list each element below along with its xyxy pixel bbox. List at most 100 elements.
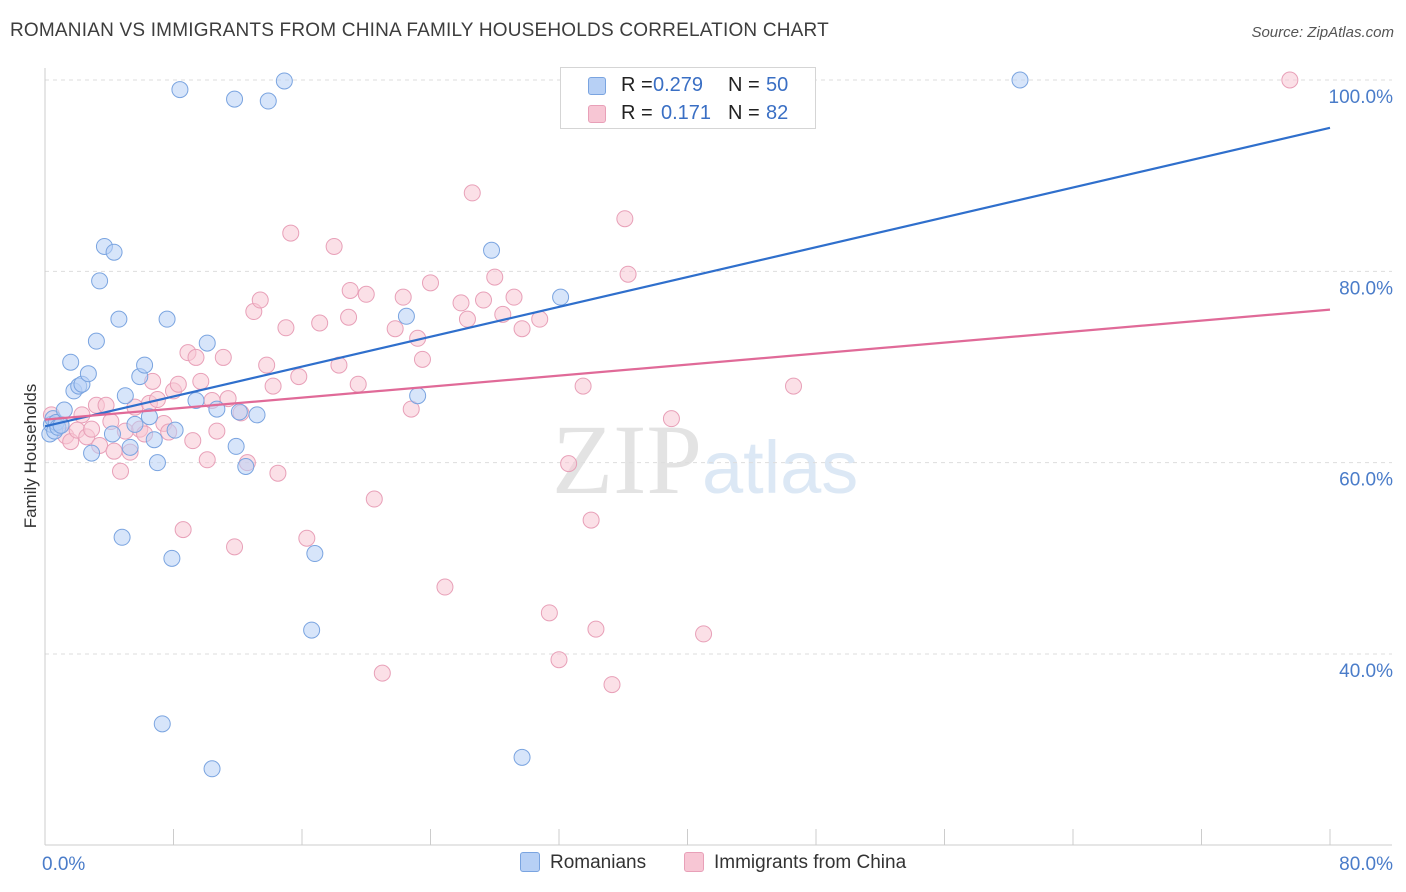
point-china xyxy=(475,291,493,309)
point-china xyxy=(357,285,375,303)
chart-title: ROMANIAN VS IMMIGRANTS FROM CHINA FAMILY… xyxy=(10,20,829,41)
point-romanians xyxy=(552,288,570,306)
point-romanians xyxy=(227,437,245,455)
point-china xyxy=(208,422,226,440)
point-china xyxy=(105,442,123,460)
legend-r-value: 0.171 xyxy=(661,102,712,124)
point-romanians xyxy=(1011,71,1029,89)
point-romanians xyxy=(140,408,158,426)
point-china xyxy=(550,651,568,669)
point-romanians xyxy=(79,365,97,383)
legend-swatch-blue xyxy=(520,852,540,872)
legend-row-romanians: R = 0.279 N = 50 xyxy=(561,73,815,101)
point-romanians xyxy=(248,406,266,424)
point-romanians xyxy=(166,421,184,439)
point-china xyxy=(452,294,470,312)
trend-line-china xyxy=(44,308,1331,421)
legend-n-label: N = xyxy=(728,102,760,124)
point-china xyxy=(298,529,316,547)
point-china xyxy=(214,348,232,366)
trend-lines xyxy=(44,126,1331,428)
point-china xyxy=(662,410,680,428)
point-china xyxy=(325,237,343,255)
point-china xyxy=(540,604,558,622)
legend-swatch-blue xyxy=(588,77,606,95)
point-china xyxy=(587,620,605,638)
point-romanians xyxy=(237,457,255,475)
point-romanians xyxy=(483,241,501,259)
point-romanians xyxy=(513,748,531,766)
point-romanians xyxy=(113,528,131,546)
point-china xyxy=(458,310,476,328)
point-china xyxy=(198,451,216,469)
legend-r-value: 0.279 xyxy=(653,74,704,96)
point-china xyxy=(422,274,439,292)
point-romanians xyxy=(136,356,154,374)
point-china xyxy=(513,320,531,338)
point-romanians xyxy=(103,425,121,443)
point-romanians xyxy=(409,387,427,405)
y-tick-label: 40.0% xyxy=(1339,661,1393,682)
point-china xyxy=(413,350,431,368)
point-china xyxy=(251,291,269,309)
point-romanians xyxy=(110,310,128,328)
point-romanians xyxy=(105,243,123,261)
point-china xyxy=(394,288,412,306)
point-romanians xyxy=(158,310,176,328)
point-china xyxy=(486,268,504,286)
legend-n-value: 82 xyxy=(766,102,789,124)
point-china xyxy=(311,314,329,332)
point-china xyxy=(1281,71,1299,89)
legend-swatch-pink xyxy=(684,852,704,872)
point-china xyxy=(386,320,404,338)
point-china xyxy=(616,210,634,228)
point-china xyxy=(463,184,481,202)
legend-swatch-pink xyxy=(588,105,606,123)
point-china xyxy=(192,372,210,390)
y-tick-label: 60.0% xyxy=(1339,470,1393,491)
x-tick-label-start: 0.0% xyxy=(42,854,85,875)
point-china xyxy=(83,420,101,438)
point-china xyxy=(603,676,621,694)
y-tick-label: 80.0% xyxy=(1339,278,1393,299)
point-china xyxy=(169,375,187,393)
source-label: Source: ZipAtlas.com xyxy=(1251,24,1394,41)
point-china xyxy=(73,406,91,424)
point-romanians xyxy=(203,760,221,778)
point-romanians xyxy=(397,307,415,325)
point-china xyxy=(174,521,192,539)
point-china xyxy=(282,224,300,242)
point-romanians xyxy=(306,545,324,563)
axes xyxy=(44,68,1392,846)
y-axis-label: Family Households xyxy=(21,384,40,529)
x-tick-label-end: 80.0% xyxy=(1339,854,1393,875)
point-romanians xyxy=(303,621,321,639)
point-romanians xyxy=(62,353,80,371)
point-romanians xyxy=(145,431,163,449)
point-romanians xyxy=(226,90,244,108)
legend-item-china: Immigrants from China xyxy=(684,852,906,874)
point-china xyxy=(619,265,637,283)
point-romanians xyxy=(148,454,166,472)
point-romanians xyxy=(187,391,205,409)
point-china xyxy=(560,455,578,473)
legend-item-romanians: Romanians xyxy=(520,852,646,874)
point-romanians xyxy=(116,387,134,405)
watermark-atlas: atlas xyxy=(702,426,859,509)
legend-n-value: 50 xyxy=(766,74,789,96)
point-china xyxy=(226,538,244,556)
point-romanians xyxy=(83,444,101,462)
point-china xyxy=(111,462,129,480)
legend-row-china: R = 0.171 N = 82 xyxy=(561,101,815,129)
point-china xyxy=(184,432,202,450)
point-china xyxy=(264,377,282,395)
point-china xyxy=(365,490,383,508)
point-china xyxy=(97,396,115,414)
point-china xyxy=(785,377,803,395)
correlation-legend: R = 0.279 N = 50 R = 0.171 N = 82 xyxy=(560,67,816,129)
point-romanians xyxy=(121,438,139,456)
point-china xyxy=(340,308,358,326)
point-romanians xyxy=(171,81,189,99)
legend-label-china: Immigrants from China xyxy=(714,852,907,873)
